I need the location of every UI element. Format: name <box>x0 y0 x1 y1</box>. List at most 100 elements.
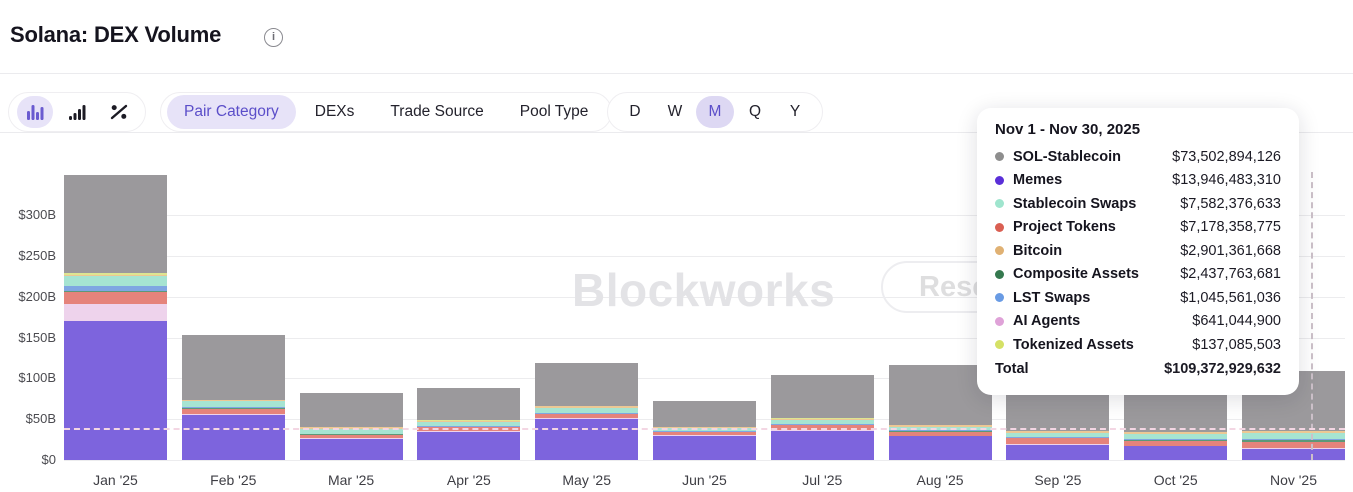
bar-segment-stablecoin-swaps <box>181 401 285 408</box>
bar-segment-ai-agents <box>1006 444 1110 445</box>
tooltip-series-label: AI Agents <box>1013 313 1081 330</box>
bar-segment-ai-agents <box>1241 448 1345 449</box>
gridline <box>64 256 1345 258</box>
tooltip-series-value: $2,901,361,668 <box>1180 242 1281 259</box>
bar-feb-25[interactable] <box>181 335 285 460</box>
bar-segment-stablecoin-swaps <box>1006 432 1110 438</box>
x-axis-label: Feb '25 <box>210 472 257 488</box>
bar-segment-bitcoin <box>535 406 639 409</box>
x-axis-label: Nov '25 <box>1269 472 1317 488</box>
x-axis-label: Sep '25 <box>1034 472 1082 488</box>
bar-jan-25[interactable] <box>64 174 167 460</box>
period-m[interactable]: M <box>696 96 734 128</box>
stacked-bar-chart-icon[interactable] <box>17 96 53 128</box>
period-d[interactable]: D <box>629 103 641 120</box>
info-icon[interactable]: i <box>264 28 283 47</box>
tooltip-row: Tokenized Assets $137,085,503 <box>995 333 1281 357</box>
bar-segment-stablecoin-swaps <box>1241 433 1345 440</box>
bar-segment-memes <box>535 419 639 460</box>
bar-segment-lst-swaps <box>417 426 521 428</box>
bar-segment-composite-assets <box>1006 437 1110 439</box>
bar-segment-lst-swaps <box>299 433 403 435</box>
bar-chart-icon[interactable] <box>59 96 95 128</box>
tooltip-total-value: $109,372,929,632 <box>1164 360 1281 377</box>
tooltip-series-label: Stablecoin Swaps <box>1013 195 1137 212</box>
bar-segment-lst-swaps <box>770 423 874 425</box>
bar-segment-bitcoin <box>888 425 992 427</box>
bar-segment-memes <box>299 438 403 460</box>
bar-segment-composite-assets <box>1241 440 1345 443</box>
tab-dexs[interactable]: DEXs <box>314 103 355 120</box>
x-axis-label: Aug '25 <box>916 472 964 488</box>
bar-may-25[interactable] <box>535 363 639 460</box>
period-w[interactable]: W <box>667 103 683 120</box>
tooltip-total-label: Total <box>995 360 1029 377</box>
bar-segment-ai-agents <box>64 303 167 322</box>
tooltip-row: Project Tokens $7,178,358,775 <box>995 216 1281 240</box>
bar-apr-25[interactable] <box>417 387 521 460</box>
bar-segment-bitcoin <box>652 426 756 429</box>
bar-segment-memes <box>417 431 521 460</box>
x-axis-label: May '25 <box>562 472 611 488</box>
period-y[interactable]: Y <box>789 103 801 120</box>
bar-segment-project-tokens <box>1124 440 1228 446</box>
series-color-dot-composite-assets <box>995 269 1004 279</box>
tooltip-series-value: $73,502,894,126 <box>1172 148 1281 165</box>
bar-segment-stablecoin-swaps <box>299 428 403 434</box>
x-axis-label: Jul '25 <box>802 472 843 488</box>
period-q[interactable]: Q <box>748 103 762 120</box>
header-divider <box>0 73 1353 74</box>
bar-sep-25[interactable] <box>1006 393 1110 460</box>
x-axis-label: Oct '25 <box>1153 472 1198 488</box>
gridline <box>64 337 1345 339</box>
x-axis: Jan '25 Feb '25 Mar '25 Apr '25 May '25 Jun '… <box>64 472 1345 488</box>
x-axis-label: Mar '25 <box>327 472 375 488</box>
bar-segment-project-tokens <box>181 408 285 414</box>
bar-segment-project-tokens <box>299 434 403 439</box>
y-axis-tick: $200B <box>18 288 56 304</box>
blockworks-watermark: Blockworks <box>572 264 836 316</box>
bar-segment-lst-swaps <box>1241 439 1345 441</box>
bar-segment-memes <box>1006 444 1110 460</box>
series-color-dot-stablecoin-swaps <box>995 199 1004 209</box>
tooltip-series-value: $13,946,483,310 <box>1172 172 1281 189</box>
bar-segment-sol-stablecoin <box>652 401 756 427</box>
tooltip-series-label: Bitcoin <box>1013 242 1063 259</box>
crosshair-horizontal-line <box>64 428 1345 430</box>
tab-trade-source[interactable]: Trade Source <box>390 103 484 120</box>
y-axis-tick: $150B <box>18 329 56 345</box>
tooltip-row: AI Agents $641,044,900 <box>995 310 1281 334</box>
tooltip-row: Composite Assets $2,437,763,681 <box>995 263 1281 287</box>
tooltip-series-value: $641,044,900 <box>1192 313 1281 330</box>
tooltip-row: LST Swaps $1,045,561,036 <box>995 286 1281 310</box>
bar-jun-25[interactable] <box>652 401 756 460</box>
bar-segment-lst-swaps <box>888 430 992 432</box>
series-color-dot-ai-agents <box>995 316 1004 326</box>
bar-segment-tokenized-assets <box>64 272 167 275</box>
bar-segment-stablecoin-swaps <box>417 422 521 427</box>
tooltip-row: Bitcoin $2,901,361,668 <box>995 239 1281 263</box>
bar-mar-25[interactable] <box>299 393 403 460</box>
tooltip-series-label: Composite Assets <box>1013 266 1139 283</box>
chart-type-switcher <box>8 92 146 132</box>
bar-oct-25[interactable] <box>1124 387 1228 460</box>
bar-segment-memes <box>181 415 285 460</box>
percent-change-icon[interactable] <box>101 96 137 128</box>
bar-segment-stablecoin-swaps <box>64 276 167 287</box>
tab-pair-category[interactable]: Pair Category <box>167 95 296 129</box>
tooltip-series-label: LST Swaps <box>1013 289 1091 306</box>
bar-segment-ai-agents <box>535 418 639 420</box>
bar-segment-bitcoin <box>1006 431 1110 433</box>
bar-segment-project-tokens <box>64 292 167 304</box>
bar-segment-project-tokens <box>770 425 874 430</box>
crosshair-vertical-line <box>1311 172 1313 460</box>
y-axis-tick: $0 <box>41 452 56 467</box>
bar-jul-25[interactable] <box>770 374 874 460</box>
series-color-dot-memes <box>995 175 1004 185</box>
tooltip-series-label: Project Tokens <box>1013 219 1116 236</box>
tab-pool-type[interactable]: Pool Type <box>519 103 589 120</box>
bar-segment-bitcoin <box>770 418 874 421</box>
bar-segment-sol-stablecoin <box>535 363 639 406</box>
bar-segment-bitcoin <box>1124 432 1228 435</box>
